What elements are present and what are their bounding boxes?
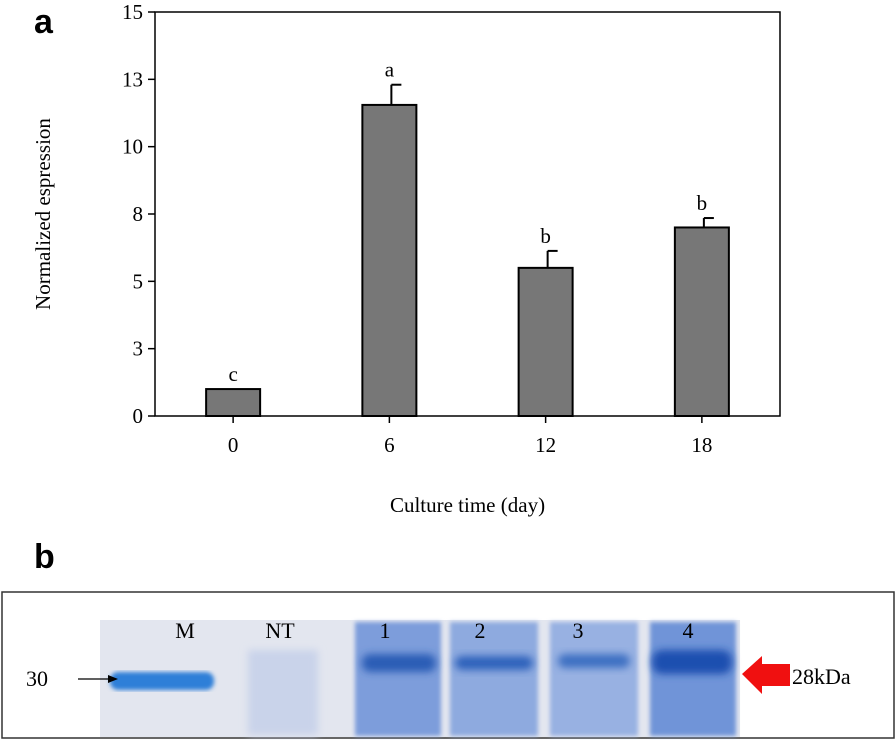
bar <box>673 226 730 417</box>
y-tick-label: 3 <box>133 337 144 361</box>
lane-smear <box>355 622 441 736</box>
marker-label: 30 <box>26 666 48 691</box>
band-arrow <box>742 656 790 694</box>
lane-smear <box>650 622 736 736</box>
significance-letter: b <box>540 224 551 248</box>
bar <box>361 103 418 417</box>
x-tick-label: 6 <box>384 433 395 457</box>
significance-letter: b <box>697 191 708 215</box>
y-tick-label: 15 <box>122 0 143 24</box>
lane-smear <box>450 622 538 736</box>
lane-label: NT <box>265 618 295 643</box>
panel-label: a <box>34 3 54 41</box>
protein-band <box>455 656 533 670</box>
panel-label: b <box>34 538 55 576</box>
significance-letter: c <box>228 362 237 386</box>
protein-band <box>362 654 436 672</box>
band-size-label: 28kDa <box>792 664 851 689</box>
lane-label: 2 <box>475 618 486 643</box>
protein-band <box>652 650 732 674</box>
y-tick-label: 5 <box>133 269 144 293</box>
y-tick-label: 10 <box>122 135 143 159</box>
lane-label: M <box>175 618 195 643</box>
lane-smear <box>248 650 318 735</box>
x-axis-label: Culture time (day) <box>390 493 545 517</box>
y-tick-label: 8 <box>133 202 144 226</box>
bar <box>517 266 574 417</box>
bar <box>205 388 262 418</box>
lane-label: 3 <box>573 618 584 643</box>
marker-band <box>110 672 214 690</box>
x-tick-label: 12 <box>535 433 556 457</box>
significance-letter: a <box>385 58 395 82</box>
lane-label: 1 <box>380 618 391 643</box>
y-tick-label: 0 <box>133 404 144 428</box>
y-axis-label: Normalized espression <box>31 118 55 310</box>
marker-arrow-head <box>108 675 118 683</box>
lane-label: 4 <box>683 618 694 643</box>
gel-image: 30 28kDa <box>1 591 895 739</box>
x-tick-label: 0 <box>228 433 239 457</box>
x-tick-label: 18 <box>691 433 712 457</box>
protein-band <box>558 654 630 668</box>
lane-smear <box>550 622 638 736</box>
y-tick-label: 13 <box>122 67 143 91</box>
